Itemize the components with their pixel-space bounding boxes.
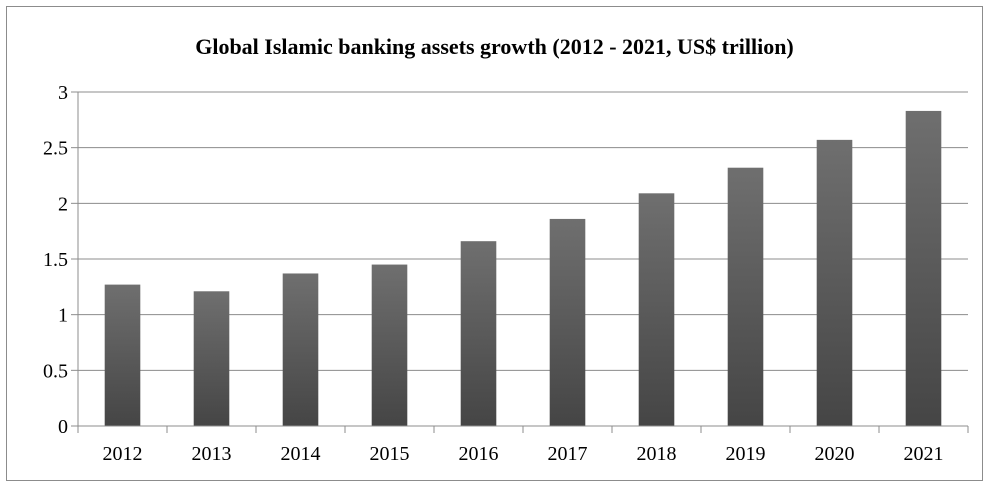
bar-2019 xyxy=(727,167,764,426)
bar-2021 xyxy=(905,110,942,426)
x-tick-label: 2012 xyxy=(103,443,143,465)
axes xyxy=(71,91,969,433)
x-tick-label: 2013 xyxy=(192,443,232,465)
y-tick-label: 2 xyxy=(58,193,68,215)
bar-2012 xyxy=(104,284,141,426)
y-tick-label: 1.5 xyxy=(43,249,68,271)
y-tick-label: 0 xyxy=(58,416,68,438)
bar-2017 xyxy=(549,218,586,426)
x-tick-label: 2015 xyxy=(370,443,410,465)
bar-2018 xyxy=(638,193,675,426)
x-tick-label: 2017 xyxy=(548,443,588,465)
y-tick-label: 2.5 xyxy=(43,138,68,160)
bars xyxy=(104,110,942,426)
x-tick-label: 2014 xyxy=(281,443,321,465)
x-tick-label: 2018 xyxy=(637,443,677,465)
bar-2016 xyxy=(460,241,497,426)
y-tick-label: 3 xyxy=(58,82,68,104)
bar-2014 xyxy=(282,273,319,426)
tick-labels: 0 0.5 1 1.5 2 2.5 3 2012 2013 2014 2015 2016 2017 201… xyxy=(43,82,944,465)
y-tick-label: 0.5 xyxy=(43,360,68,382)
y-tick-label: 1 xyxy=(58,305,68,327)
bar-2015 xyxy=(371,264,408,426)
x-tick-label: 2020 xyxy=(815,443,855,465)
bar-2020 xyxy=(816,139,853,426)
chart-title: Global Islamic banking assets growth (20… xyxy=(195,34,794,59)
x-tick-label: 2016 xyxy=(459,443,499,465)
x-tick-label: 2021 xyxy=(904,443,944,465)
x-tick-label: 2019 xyxy=(726,443,766,465)
bar-2013 xyxy=(193,291,230,426)
